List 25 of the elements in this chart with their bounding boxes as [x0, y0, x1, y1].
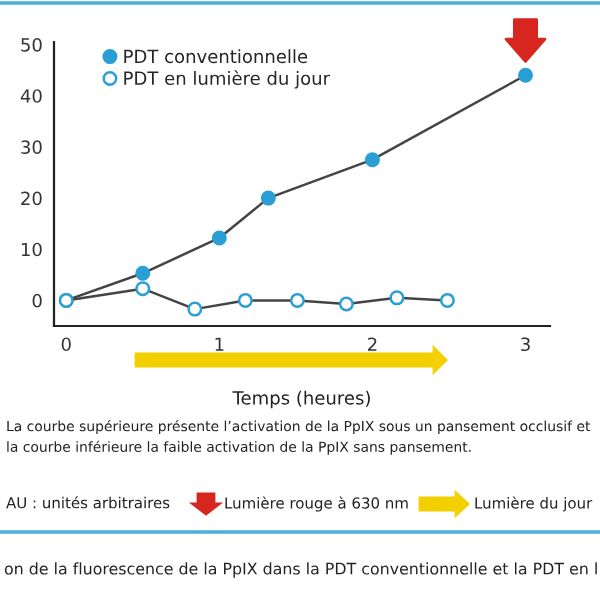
y-tick-label: 0: [32, 293, 42, 308]
x-tick-label: 3: [521, 337, 530, 352]
y-tick-label: 30: [21, 140, 42, 155]
point: [135, 265, 151, 281]
x-tick-label: 2: [368, 337, 377, 351]
point: [237, 292, 253, 308]
point: [187, 301, 203, 317]
point: [439, 292, 455, 308]
point: [389, 290, 405, 306]
point: [518, 67, 534, 83]
x-axis-title: Temps (heures): [232, 390, 370, 409]
y-tick-label: 20: [21, 191, 42, 206]
point: [289, 292, 305, 308]
x-tick-label: 1: [215, 337, 224, 351]
x-tick-label: 0: [61, 337, 71, 352]
point: [135, 281, 151, 297]
point: [364, 152, 380, 168]
legend-label: PDT en lumière du jour: [124, 70, 331, 89]
point: [211, 230, 227, 246]
y-tick-label: 10: [21, 242, 42, 257]
point: [260, 190, 276, 206]
legend-label: PDT conventionnelle: [124, 49, 308, 64]
y-tick-label: 40: [20, 89, 42, 103]
y-tick-label: 50: [21, 38, 42, 52]
point: [338, 296, 354, 312]
